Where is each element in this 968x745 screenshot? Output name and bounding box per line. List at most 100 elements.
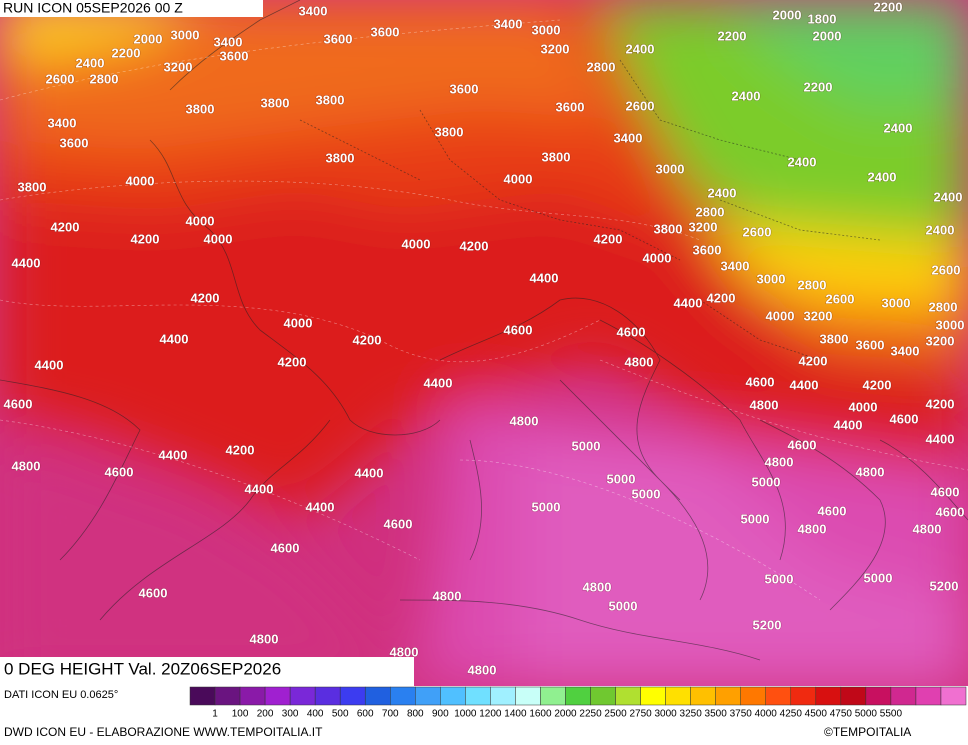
contour-label: 2200 (874, 0, 903, 14)
title-box (0, 657, 414, 686)
copyright: ©TEMPOITALIA (824, 725, 911, 739)
contour-label: 2000 (773, 7, 802, 22)
contour-label: 4800 (913, 521, 942, 536)
contour-label: 4400 (159, 447, 188, 462)
contour-label: 2600 (743, 224, 772, 239)
contour-label: 4200 (226, 442, 255, 457)
contour-label: 4800 (12, 458, 41, 473)
contour-label: 2400 (868, 169, 897, 184)
contour-label: 4600 (271, 540, 300, 555)
contour-label: 4800 (583, 579, 612, 594)
contour-label: 4200 (191, 290, 220, 305)
map-title: 0 DEG HEIGHT Val. 20Z06SEP2026 (4, 659, 281, 678)
contour-label: 4400 (35, 357, 64, 372)
contour-label: 4000 (849, 399, 878, 414)
legend-label: 4750 (830, 709, 853, 720)
legend-swatch (440, 686, 466, 706)
contour-label: 3200 (926, 333, 955, 348)
legend-swatch (465, 686, 491, 706)
contour-label: 4400 (245, 481, 274, 496)
contour-label: 4200 (707, 290, 736, 305)
legend-swatch (940, 686, 967, 706)
contour-label: 4200 (278, 354, 307, 369)
contour-label: 4000 (204, 231, 233, 246)
contour-label: 4200 (926, 396, 955, 411)
contour-label: 5000 (532, 499, 561, 514)
contour-label: 4600 (105, 464, 134, 479)
contour-label: 5000 (765, 571, 794, 586)
contour-label: 3400 (891, 343, 920, 358)
contour-label: 3800 (18, 179, 47, 194)
legend-label: 4500 (805, 709, 828, 720)
contour-label: 4800 (856, 464, 885, 479)
legend-swatch (740, 686, 766, 706)
contour-label: 2400 (884, 120, 913, 135)
contour-label: 4000 (504, 171, 533, 186)
legend-swatch (865, 686, 892, 706)
legend-label: 3250 (680, 709, 703, 720)
contour-label: 2600 (46, 71, 75, 86)
legend-label: 700 (382, 709, 399, 720)
legend-swatch (515, 686, 541, 706)
contour-label: 4800 (750, 397, 779, 412)
legend-label: 1000 (454, 709, 477, 720)
contour-label: 4600 (504, 322, 533, 337)
contour-label: 3000 (656, 161, 685, 176)
contour-label: 3600 (60, 135, 89, 150)
contour-label: 2200 (804, 79, 833, 94)
contour-label: 3800 (542, 149, 571, 164)
contour-label: 4600 (384, 516, 413, 531)
contour-label: 4000 (402, 236, 431, 251)
contour-label: 3200 (689, 219, 718, 234)
contour-label: 5000 (609, 598, 638, 613)
contour-label: 4800 (510, 413, 539, 428)
run-label: RUN ICON 05SEP2026 00 Z (3, 0, 183, 16)
contour-label: 4400 (160, 331, 189, 346)
contour-label: 3400 (494, 16, 523, 31)
contour-label: 2800 (696, 204, 725, 219)
legend-swatch (390, 686, 416, 706)
data-source: DATI ICON EU 0.0625° (4, 689, 118, 701)
legend-label: 1 (212, 709, 218, 720)
contour-label: 4200 (460, 238, 489, 253)
contour-label: 4400 (306, 499, 335, 514)
contour-label: 4400 (12, 255, 41, 270)
contour-label: 3800 (316, 92, 345, 107)
contour-label: 4800 (250, 631, 279, 646)
legend-swatch (289, 686, 316, 706)
contour-label: 2000 (134, 31, 163, 46)
legend-swatch (239, 686, 266, 706)
contour-label: 1800 (808, 11, 837, 26)
contour-label: 2400 (708, 185, 737, 200)
contour-label: 2600 (932, 262, 961, 277)
coastlines (0, 0, 968, 661)
contour-label: 2800 (929, 299, 958, 314)
isolines (0, 19, 968, 601)
contour-label: 3800 (186, 101, 215, 116)
contour-label: 4400 (424, 375, 453, 390)
legend-label: 100 (232, 709, 249, 720)
legend-label: 2500 (604, 709, 627, 720)
legend-label: 3750 (730, 709, 753, 720)
contour-label: 2400 (732, 88, 761, 103)
legend-label: 200 (257, 709, 274, 720)
contour-label: 4200 (863, 377, 892, 392)
contour-label: 2400 (934, 189, 963, 204)
contour-label: 3800 (435, 124, 464, 139)
legend: 1 100 200 300 400 500 600 700 800 900 1000 1200 1400… (189, 686, 967, 720)
contour-label: 4400 (355, 465, 384, 480)
contour-label: 4600 (617, 324, 646, 339)
contour-label: 3200 (164, 59, 193, 74)
legend-label: 800 (407, 709, 424, 720)
contour-label: 4600 (890, 411, 919, 426)
contour-label: 2600 (826, 291, 855, 306)
run-box (0, 0, 263, 17)
contour-label: 4200 (799, 353, 828, 368)
legend-label: 5000 (855, 709, 878, 720)
legend-swatch (765, 686, 792, 706)
legend-swatch (314, 686, 341, 706)
legend-label: 4000 (755, 709, 778, 720)
legend-label: 2250 (579, 709, 602, 720)
contour-label: 5200 (930, 578, 959, 593)
